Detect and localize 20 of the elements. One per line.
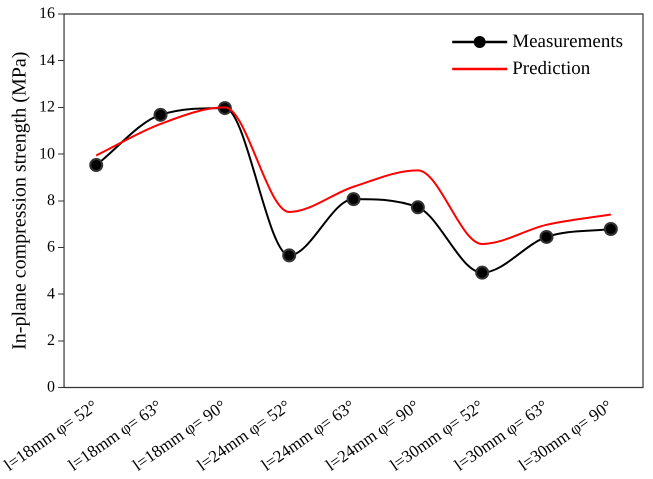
point	[89, 158, 104, 172]
y-tick-label: 6	[47, 238, 56, 256]
y-tick-label: 2	[47, 332, 56, 350]
y-tick-label: 12	[39, 98, 56, 116]
y-tick-label: 10	[39, 145, 56, 162]
point	[282, 248, 296, 262]
legend-label: Prediction	[512, 58, 591, 79]
y-axis-title: In-plane compression strength (MPa)	[8, 52, 30, 350]
point	[346, 192, 361, 206]
y-tick-label: 14	[39, 52, 56, 69]
point	[475, 266, 490, 280]
y-tick-label: 8	[47, 192, 56, 209]
y-tick-label: 4	[47, 285, 56, 302]
point	[604, 222, 618, 236]
point	[154, 108, 168, 122]
point	[410, 200, 425, 214]
y-tick-label: 16	[39, 5, 56, 22]
y-tick-label: 0	[47, 378, 56, 396]
legend-label: Measurements	[512, 30, 624, 52]
point	[540, 230, 554, 244]
